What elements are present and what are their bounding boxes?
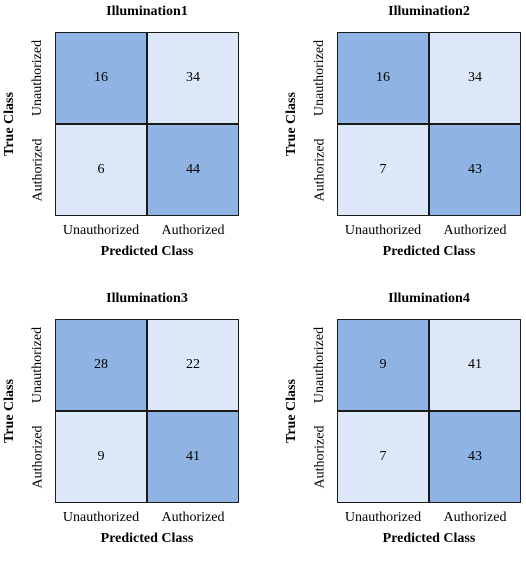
y-tick-label: Unauthorized bbox=[24, 33, 52, 123]
x-axis-label: Predicted Class bbox=[382, 531, 476, 546]
y-axis-label: True Class bbox=[1, 361, 19, 461]
matrix-grid: 16 34 7 43 bbox=[337, 32, 521, 216]
matrix-grid: 16 34 6 44 bbox=[55, 32, 239, 216]
chart-title: Illumination1 bbox=[106, 4, 188, 19]
y-tick-label-text: Authorized bbox=[30, 425, 46, 489]
y-tick-label-text: Unauthorized bbox=[30, 39, 46, 117]
x-axis-label: Predicted Class bbox=[100, 244, 194, 259]
y-tick-label: Authorized bbox=[306, 412, 334, 502]
matrix-cell: 43 bbox=[429, 124, 520, 215]
x-tick-label: Authorized bbox=[161, 510, 225, 525]
y-tick-label: Unauthorized bbox=[24, 320, 52, 410]
y-tick-label-text: Authorized bbox=[312, 425, 328, 489]
matrix-cell: 16 bbox=[338, 33, 429, 124]
x-axis-label: Predicted Class bbox=[382, 244, 476, 259]
x-tick-label: Authorized bbox=[443, 223, 507, 238]
y-tick-label: Unauthorized bbox=[306, 320, 334, 410]
y-tick-label: Unauthorized bbox=[306, 33, 334, 123]
matrix-cell: 43 bbox=[429, 411, 520, 502]
matrix-cell: 6 bbox=[56, 124, 147, 215]
y-axis-label: True Class bbox=[1, 74, 19, 174]
y-axis-label-text: True Class bbox=[2, 92, 18, 156]
x-tick-label: Unauthorized bbox=[62, 510, 140, 525]
y-tick-label: Authorized bbox=[306, 125, 334, 215]
matrix-cell: 7 bbox=[338, 124, 429, 215]
y-tick-label: Authorized bbox=[24, 125, 52, 215]
y-axis-label-text: True Class bbox=[284, 379, 300, 443]
matrix-grid: 9 41 7 43 bbox=[337, 319, 521, 503]
y-axis-label-text: True Class bbox=[2, 379, 18, 443]
chart-title: Illumination2 bbox=[388, 4, 470, 19]
y-tick-label-text: Unauthorized bbox=[312, 326, 328, 404]
matrix-cell: 28 bbox=[56, 320, 147, 411]
matrix-cell: 41 bbox=[147, 411, 238, 502]
confusion-matrix-panel: Illumination2 True Class Unauthorized Autho… bbox=[282, 0, 526, 275]
matrix-cell: 9 bbox=[338, 320, 429, 411]
x-tick-label: Unauthorized bbox=[344, 223, 422, 238]
y-tick-label: Authorized bbox=[24, 412, 52, 502]
matrix-cell: 9 bbox=[56, 411, 147, 502]
matrix-cell: 34 bbox=[429, 33, 520, 124]
y-tick-label-text: Unauthorized bbox=[30, 326, 46, 404]
x-axis-label: Predicted Class bbox=[100, 531, 194, 546]
confusion-matrix-panel: Illumination3 True Class Unauthorized Autho… bbox=[0, 287, 263, 562]
matrix-cell: 34 bbox=[147, 33, 238, 124]
matrix-cell: 22 bbox=[147, 320, 238, 411]
y-axis-label: True Class bbox=[283, 361, 301, 461]
matrix-cell: 7 bbox=[338, 411, 429, 502]
y-tick-label-text: Authorized bbox=[312, 138, 328, 202]
chart-title: Illumination4 bbox=[388, 291, 470, 306]
confusion-matrix-panel: Illumination1 True Class Unauthorized Autho… bbox=[0, 0, 263, 275]
y-tick-label-text: Authorized bbox=[30, 138, 46, 202]
x-tick-label: Authorized bbox=[161, 223, 225, 238]
y-axis-label-text: True Class bbox=[284, 92, 300, 156]
matrix-cell: 41 bbox=[429, 320, 520, 411]
matrix-cell: 16 bbox=[56, 33, 147, 124]
x-tick-label: Unauthorized bbox=[344, 510, 422, 525]
y-tick-label-text: Unauthorized bbox=[312, 39, 328, 117]
chart-title: Illumination3 bbox=[106, 291, 188, 306]
confusion-matrix-panel: Illumination4 True Class Unauthorized Autho… bbox=[282, 287, 526, 562]
x-tick-label: Authorized bbox=[443, 510, 507, 525]
y-axis-label: True Class bbox=[283, 74, 301, 174]
x-tick-label: Unauthorized bbox=[62, 223, 140, 238]
matrix-cell: 44 bbox=[147, 124, 238, 215]
matrix-grid: 28 22 9 41 bbox=[55, 319, 239, 503]
